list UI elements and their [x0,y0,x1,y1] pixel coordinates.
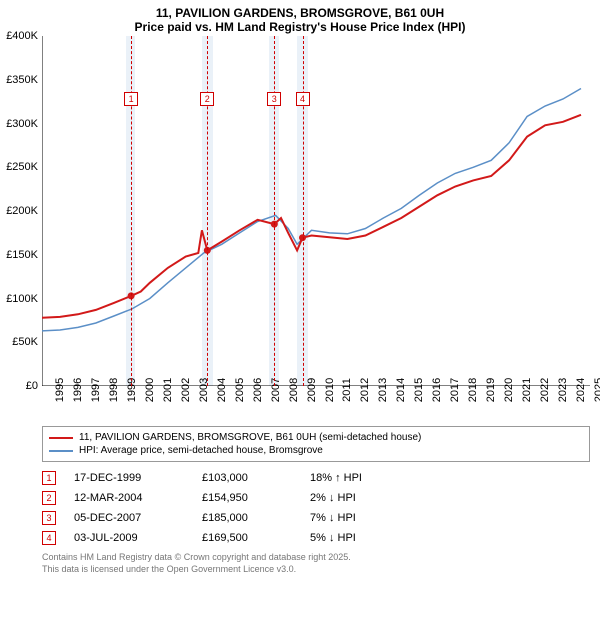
sale-marker-label: 3 [267,92,281,106]
sale-row: 1 17-DEC-1999 £103,000 18% ↑ HPI [42,468,590,488]
sale-row-price: £154,950 [202,492,292,504]
sale-row: 3 05-DEC-2007 £185,000 7% ↓ HPI [42,508,590,528]
price-paid-line [42,115,581,318]
sale-row-date: 05-DEC-2007 [74,512,184,524]
sale-row-price: £169,500 [202,532,292,544]
hpi-line [42,89,581,331]
sale-row-date: 03-JUL-2009 [74,532,184,544]
sale-marker-label: 4 [296,92,310,106]
legend-row: 11, PAVILION GARDENS, BROMSGROVE, B61 0U… [49,431,583,444]
legend-label: 11, PAVILION GARDENS, BROMSGROVE, B61 0U… [79,432,421,443]
sale-marker-line [303,36,304,386]
sale-row-index: 2 [42,491,56,505]
footer-line-1: Contains HM Land Registry data © Crown c… [42,552,590,564]
sale-row-delta: 18% ↑ HPI [310,472,362,484]
sale-row-delta: 5% ↓ HPI [310,532,356,544]
y-tick-label: £200K [6,205,38,217]
sale-marker-line [207,36,208,386]
sale-row: 4 03-JUL-2009 £169,500 5% ↓ HPI [42,528,590,548]
y-tick-label: £50K [12,336,38,348]
x-tick-label: 2025 [581,378,600,402]
title-line-1: 11, PAVILION GARDENS, BROMSGROVE, B61 0U… [0,6,600,20]
y-tick-label: £250K [6,161,38,173]
footer-line-2: This data is licensed under the Open Gov… [42,564,590,576]
sale-marker-label: 1 [124,92,138,106]
sale-row-delta: 2% ↓ HPI [310,492,356,504]
y-tick-label: £150K [6,249,38,261]
legend-swatch-blue [49,450,73,452]
title-line-2: Price paid vs. HM Land Registry's House … [0,20,600,34]
sale-row: 2 12-MAR-2004 £154,950 2% ↓ HPI [42,488,590,508]
y-tick-label: £0 [26,380,38,392]
chart-plot-area: £0£50K£100K£150K£200K£250K£300K£350K£400… [42,36,590,386]
sale-row-delta: 7% ↓ HPI [310,512,356,524]
chart-lines-svg [42,36,590,386]
sale-row-index: 1 [42,471,56,485]
legend-swatch-red [49,437,73,439]
sale-row-index: 4 [42,531,56,545]
footer-attribution: Contains HM Land Registry data © Crown c… [42,552,590,575]
y-tick-label: £400K [6,30,38,42]
sale-row-date: 12-MAR-2004 [74,492,184,504]
sale-row-index: 3 [42,511,56,525]
y-tick-label: £350K [6,74,38,86]
sale-row-price: £185,000 [202,512,292,524]
sale-marker-line [274,36,275,386]
legend: 11, PAVILION GARDENS, BROMSGROVE, B61 0U… [42,426,590,462]
sale-marker-line [131,36,132,386]
sale-marker-label: 2 [200,92,214,106]
sale-row-date: 17-DEC-1999 [74,472,184,484]
sales-table: 1 17-DEC-1999 £103,000 18% ↑ HPI 2 12-MAR-200… [42,468,590,548]
y-tick-label: £100K [6,293,38,305]
legend-label: HPI: Average price, semi-detached house,… [79,445,323,456]
legend-row: HPI: Average price, semi-detached house,… [49,444,583,457]
chart-title: 11, PAVILION GARDENS, BROMSGROVE, B61 0U… [0,0,600,36]
y-tick-label: £300K [6,118,38,130]
sale-row-price: £103,000 [202,472,292,484]
